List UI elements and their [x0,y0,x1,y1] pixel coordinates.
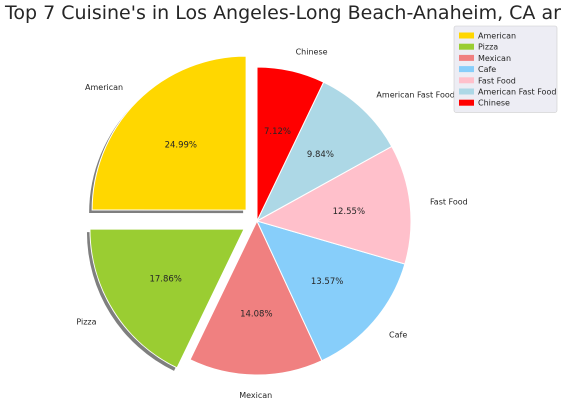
pct-label-mexican: 14.08% [240,309,272,319]
legend-swatch-mexican [459,54,474,61]
legend-label-american-fast-food: American Fast Food [478,88,556,97]
pct-label-chinese: 7.12% [264,127,291,137]
legend-swatch-fast-food [459,77,474,84]
legend-label-cafe: Cafe [478,65,496,74]
legend-swatch-pizza [459,43,474,50]
slice-pizza [89,228,245,369]
slice-label-american: American [85,83,123,92]
slice-american-fast-food [255,81,393,223]
pie-slices [89,55,412,376]
slice-label-american-fast-food: American Fast Food [376,90,454,99]
legend-frame [453,25,558,113]
slice-cafe [256,220,406,362]
slice-mexican [189,219,323,376]
legend-label-pizza: Pizza [478,43,498,52]
legend-swatch-american [459,32,474,39]
slice-american [91,55,247,211]
slice-label-chinese: Chinese [296,47,328,56]
pie-labels: American 24.99% Pizza 17.86% Mexican 14.08% Ca… [76,47,467,400]
slice-label-fast-food: Fast Food [430,198,468,207]
legend: American Pizza Mexican Cafe Fast Food America… [453,25,558,113]
legend-swatch-chinese [459,99,474,106]
legend-label-american: American [478,32,516,41]
legend-swatch-cafe [459,66,474,73]
pct-label-fast-food: 12.55% [333,207,365,217]
pct-label-cafe: 13.57% [311,277,343,287]
chart-title: Top 7 Cuisine's in Los Angeles-Long Beac… [4,2,561,24]
legend-label-fast-food: Fast Food [478,76,516,85]
legend-swatch-american-fast-food [459,88,474,95]
slice-label-cafe: Cafe [389,330,407,339]
slice-label-pizza: Pizza [76,318,96,327]
pct-label-american-fast-food: 9.84% [307,150,334,160]
pct-label-american: 24.99% [165,141,197,151]
legend-label-chinese: Chinese [478,99,510,108]
legend-label-mexican: Mexican [478,54,511,63]
slice-label-mexican: Mexican [239,391,272,400]
slice-chinese [256,66,325,222]
slice-fast-food [255,145,412,265]
pct-label-pizza: 17.86% [149,274,181,284]
